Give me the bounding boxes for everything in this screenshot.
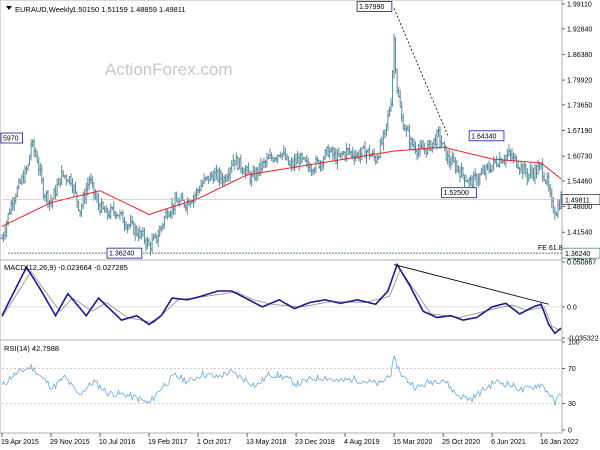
rsi-y-tick-label: 70 bbox=[568, 366, 576, 373]
price-label-high-box bbox=[356, 1, 393, 12]
current-price-tag-box bbox=[561, 194, 600, 205]
x-tick-label: 25 Oct 2020 bbox=[442, 439, 480, 446]
macd-y-tick-label: 0.050867 bbox=[567, 260, 596, 267]
rsi-pane-frame bbox=[0, 339, 563, 434]
price-y-tick-label: 1.41540 bbox=[567, 230, 592, 237]
price-y-tick-label: 1.92840 bbox=[567, 26, 592, 33]
x-tick-label: 1 Oct 2017 bbox=[197, 439, 231, 446]
macd-line bbox=[1, 262, 562, 335]
fib-value-tag: 1.36240 bbox=[565, 251, 590, 258]
rsi-line bbox=[1, 354, 562, 406]
dropdown-triangle-icon[interactable] bbox=[6, 6, 12, 10]
price-y-tick-label: 1.73650 bbox=[567, 102, 592, 109]
x-tick-label: 4 Aug 2019 bbox=[344, 439, 380, 446]
watermark: ActionForex.com bbox=[105, 60, 233, 79]
x-tick-label: 16 Jan 2022 bbox=[540, 439, 579, 446]
macd-signal-line bbox=[1, 268, 562, 332]
edge-label: 5970 bbox=[3, 136, 19, 143]
macd-trendline bbox=[393, 264, 549, 305]
rsi-title: RSI(14) 42.7988 bbox=[4, 344, 59, 353]
fib-label: FE 61.8 bbox=[538, 245, 563, 252]
price-y-tick-label: 1.86380 bbox=[567, 52, 592, 59]
price-y-tick-label: 1.60730 bbox=[567, 154, 592, 161]
x-tick-label: 29 Nov 2015 bbox=[50, 439, 90, 446]
price-y-tick-label: 1.54460 bbox=[567, 178, 592, 185]
x-tick-label: 19 Feb 2017 bbox=[148, 439, 187, 446]
symbol-label: EURAUD,Weekly bbox=[15, 5, 73, 14]
price-layer: FE 61.8 1.97990 1.64340 1.52500 1.36240 5970 bbox=[0, 1, 563, 259]
x-tick-label: 13 May 2018 bbox=[246, 439, 287, 446]
price-y-tick-label: 1.99110 bbox=[567, 2, 592, 9]
current-price-tag: 1.49811 bbox=[565, 197, 590, 204]
price-y-tick-label: 1.67190 bbox=[567, 128, 592, 135]
price-label-swing-high-box bbox=[468, 130, 505, 142]
price-label-swing-low: 1.52500 bbox=[444, 190, 469, 197]
macd-y-tick-label: -0.035322 bbox=[567, 336, 599, 343]
rsi-y-tick-label: 100 bbox=[568, 340, 580, 347]
moving-average-line bbox=[1, 146, 562, 227]
ohlc-readout: 1.50150 1.51159 1.48859 1.49811 bbox=[72, 5, 186, 14]
rsi-y-tick-label: 0 bbox=[568, 428, 572, 435]
x-tick-label: 10 Jul 2016 bbox=[99, 439, 135, 446]
fib-value-tag-box bbox=[561, 247, 600, 259]
price-label-swing-low-box bbox=[441, 187, 477, 199]
rsi-layer bbox=[1, 354, 562, 406]
price-label-low: 1.36240 bbox=[109, 251, 134, 258]
price-y-tick-label: 1.48000 bbox=[567, 204, 592, 211]
rsi-y-tick-label: 30 bbox=[568, 401, 576, 408]
x-tick-label: 6 Jun 2021 bbox=[491, 439, 526, 446]
macd-layer bbox=[1, 262, 562, 335]
price-label-low-box bbox=[106, 247, 143, 259]
macd-title: MACD(12,26,9) -0.023664 -0.027285 bbox=[4, 263, 128, 272]
price-label-high: 1.97990 bbox=[359, 4, 384, 11]
price-trendline bbox=[393, 8, 449, 136]
edge-label-box bbox=[0, 132, 24, 144]
x-tick-label: 19 Apr 2015 bbox=[1, 439, 39, 446]
macd-y-tick-label: 0.0 bbox=[567, 304, 577, 311]
x-tick-label: 15 Mar 2020 bbox=[393, 439, 432, 446]
chart-header: EURAUD,Weekly 1.50150 1.51159 1.48859 1.… bbox=[6, 5, 186, 14]
price-y-tick-label: 1.79920 bbox=[567, 78, 592, 85]
price-label-swing-high: 1.64340 bbox=[471, 133, 496, 140]
x-tick-label: 23 Dec 2018 bbox=[295, 439, 335, 446]
